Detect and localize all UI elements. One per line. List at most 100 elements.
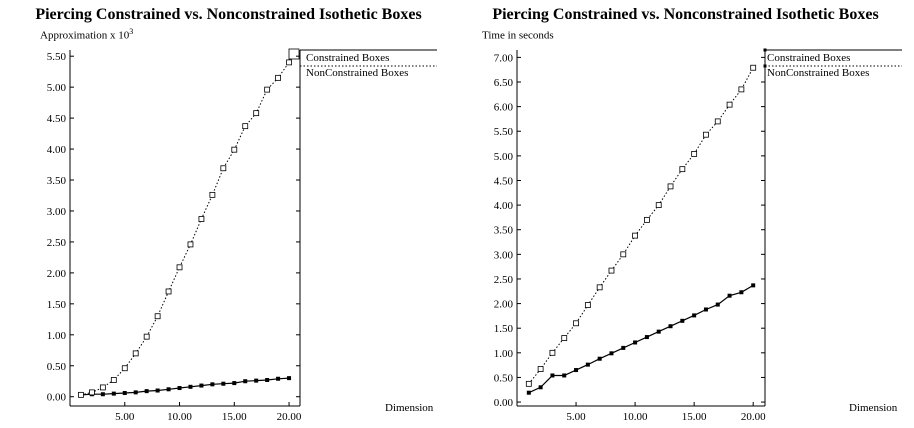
x-tick-label: 15.00 [222, 411, 247, 423]
data-point-constrained [585, 362, 590, 367]
data-point-nonconstrained [253, 110, 260, 117]
data-point-nonconstrained [99, 384, 106, 391]
data-point-constrained [574, 368, 579, 373]
data-point-nonconstrained [620, 251, 627, 258]
y-axis-label: Time in seconds [482, 27, 554, 42]
y-tick-label: 4.50 [494, 175, 514, 187]
y-axis-label-text: Time in seconds [482, 29, 554, 42]
data-point-nonconstrained [187, 241, 194, 248]
x-axis-label: Dimension [849, 402, 898, 414]
data-point-constrained [166, 387, 171, 392]
data-point-constrained [210, 382, 215, 387]
chart-plot-area: 0.00 0.50 1.00 1.50 2.00 2.50 3.00 3.50 4.00 4.50… [47, 48, 437, 423]
legend-marker-constrained [763, 48, 767, 52]
data-point-nonconstrained [286, 59, 292, 66]
y-tick-label: 2.50 [47, 237, 67, 249]
data-point-constrained [739, 290, 744, 295]
data-point-nonconstrained [209, 191, 216, 198]
data-point-nonconstrained [537, 366, 544, 372]
data-point-constrained [265, 377, 270, 382]
data-point-constrained [122, 390, 127, 395]
y-tick-label: 0.50 [494, 372, 514, 384]
data-point-constrained [276, 376, 281, 381]
data-point-constrained [221, 381, 226, 386]
chart-panel-approximation: Piercing Constrained vs. Nonconstrained … [35, 6, 437, 423]
data-point-nonconstrained [691, 150, 698, 157]
data-point-constrained [680, 318, 685, 323]
y-tick-label: 0.50 [47, 361, 67, 373]
data-point-constrained [144, 389, 149, 394]
data-point-nonconstrained [198, 216, 205, 222]
data-point-nonconstrained [275, 74, 281, 81]
legend-label-nonconstrained: NonConstrained Boxes [306, 67, 409, 79]
x-tick-label: 15.00 [682, 411, 707, 423]
y-tick-label: 1.00 [47, 330, 67, 342]
y-tick-label: 4.00 [47, 144, 67, 156]
chart-title: Piercing Constrained vs. Nonconstrained … [492, 6, 879, 23]
y-axis-label-exponent: 3 [129, 27, 134, 36]
chart-title: Piercing Constrained vs. Nonconstrained … [35, 6, 422, 23]
y-tick-label: 2.00 [47, 268, 67, 280]
data-point-constrained [597, 356, 602, 361]
x-tick-label: 20.00 [741, 411, 766, 423]
y-tick-label: 3.00 [494, 249, 514, 261]
y-tick-label: 0.00 [47, 392, 67, 404]
data-point-nonconstrained [154, 313, 161, 320]
y-tick-label: 5.00 [47, 82, 67, 94]
y-tick-label: 2.50 [494, 274, 514, 286]
data-point-nonconstrained [176, 264, 183, 271]
data-point-constrained [111, 391, 116, 396]
y-axis-label: Approximation x 103 [40, 27, 133, 42]
y-tick-label: 4.50 [47, 113, 67, 125]
y-tick-label: 0.00 [494, 397, 514, 409]
data-point-constrained [656, 329, 661, 334]
data-point-constrained [177, 386, 182, 391]
legend-marker-nonconstrained [763, 64, 767, 68]
y-tick-label: 3.50 [494, 225, 514, 237]
legend-label-constrained: Constrained Boxes [767, 52, 851, 64]
data-point-nonconstrained [121, 365, 128, 372]
data-point-nonconstrained [525, 380, 532, 387]
data-point-constrained [621, 345, 626, 350]
data-point-constrained [133, 390, 138, 395]
y-tick-label: 5.50 [494, 126, 514, 138]
y-tick-label: 1.50 [47, 299, 67, 311]
data-point-constrained [538, 385, 543, 390]
data-point-nonconstrained [632, 232, 638, 239]
data-point-nonconstrained [738, 86, 745, 93]
data-point-constrained [562, 373, 567, 378]
data-point-nonconstrained [220, 165, 227, 172]
y-tick-label: 2.00 [494, 299, 514, 311]
data-point-constrained [633, 340, 638, 345]
y-tick-label: 3.50 [47, 175, 67, 187]
data-point-constrained [703, 307, 708, 312]
data-point-nonconstrained [608, 267, 615, 274]
x-tick-label: 5.00 [566, 411, 586, 423]
data-point-constrained [100, 392, 105, 397]
data-point-constrained [526, 390, 531, 395]
data-point-nonconstrained [750, 64, 757, 71]
y-axis-label-text: Approximation x 10 [40, 29, 130, 42]
x-tick-label: 5.00 [115, 411, 135, 423]
data-point-constrained [609, 351, 614, 356]
data-point-nonconstrained [231, 146, 238, 153]
y-tick-label: 3.00 [47, 206, 67, 218]
legend-label-nonconstrained: NonConstrained Boxes [767, 67, 870, 79]
legend-box [288, 48, 300, 60]
chart-plot-area: 0.00 0.50 1.00 1.50 2.00 2.50 3.00 3.50 4.00 4.50… [494, 48, 902, 423]
data-point-constrained [232, 381, 237, 386]
y-tick-label: 1.50 [494, 323, 514, 335]
data-point-nonconstrained [573, 320, 579, 327]
data-point-nonconstrained [679, 166, 686, 173]
data-point-nonconstrained [667, 183, 674, 190]
data-point-nonconstrained [165, 288, 172, 295]
data-point-nonconstrained [596, 284, 603, 291]
x-tick-label: 10.00 [623, 411, 648, 423]
data-point-nonconstrained [561, 335, 568, 341]
y-tick-label: 5.50 [47, 51, 67, 63]
data-point-nonconstrained [703, 131, 709, 138]
data-point-nonconstrained [143, 333, 150, 340]
data-point-constrained [243, 379, 248, 384]
x-axis-label: Dimension [385, 402, 434, 414]
data-point-constrained [188, 384, 193, 389]
